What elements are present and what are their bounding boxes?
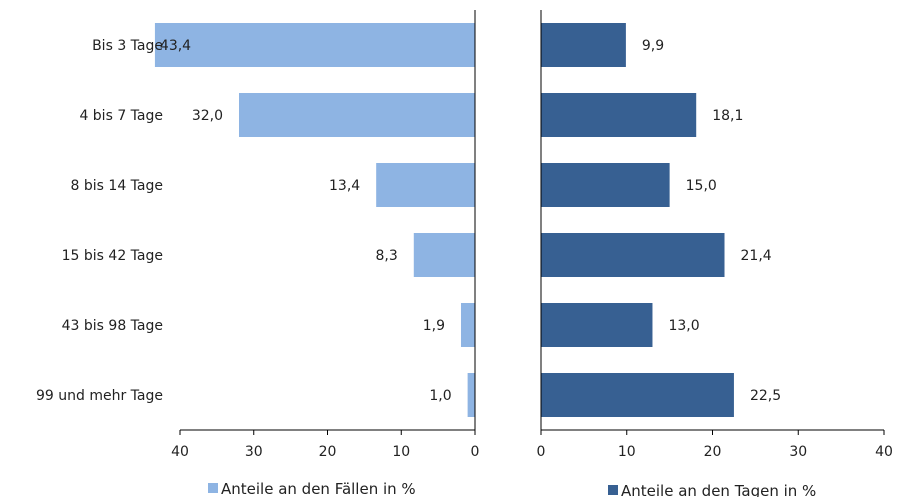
bar-tage-2 bbox=[541, 163, 670, 207]
category-label-0: Bis 3 Tage bbox=[92, 38, 163, 54]
data-label-faelle-1: 32,0 bbox=[192, 108, 223, 124]
data-label-faelle-5: 1,0 bbox=[429, 388, 451, 404]
left-tick-label-4: 0 bbox=[471, 444, 480, 460]
legend: Anteile an den Fällen in % Anteile an de… bbox=[208, 480, 816, 497]
right-tick-label-0: 0 bbox=[537, 444, 546, 460]
left-tick-label-0: 40 bbox=[171, 444, 189, 460]
data-label-tage-3: 21,4 bbox=[741, 248, 772, 264]
data-labels: 43,4 9,9 32,0 18,1 13,4 15,0 8,3 21,4 1,9 13,0 1,0… bbox=[160, 38, 781, 404]
category-label-5: 99 und mehr Tage bbox=[36, 388, 163, 404]
data-label-faelle-0: 43,4 bbox=[160, 38, 191, 54]
bar-faelle-2 bbox=[376, 163, 475, 207]
data-label-faelle-3: 8,3 bbox=[376, 248, 398, 264]
bar-faelle-0 bbox=[154, 23, 476, 67]
bar-tage-0 bbox=[541, 23, 626, 67]
right-tick-label-3: 30 bbox=[789, 444, 807, 460]
bar-faelle-1 bbox=[239, 93, 475, 137]
bar-faelle-4 bbox=[460, 303, 475, 347]
legend-label-faelle: Anteile an den Fällen in % bbox=[221, 480, 416, 497]
bar-tage-4 bbox=[541, 303, 653, 347]
data-label-tage-1: 18,1 bbox=[712, 108, 743, 124]
right-tick-label-4: 40 bbox=[875, 444, 893, 460]
data-label-faelle-2: 13,4 bbox=[329, 178, 360, 194]
legend-swatch-faelle bbox=[208, 483, 218, 493]
bar-tage-1 bbox=[541, 93, 697, 137]
legend-label-tage: Anteile an den Tagen in % bbox=[621, 482, 816, 497]
legend-swatch-tage bbox=[608, 485, 618, 495]
data-label-tage-0: 9,9 bbox=[642, 38, 664, 54]
data-label-tage-5: 22,5 bbox=[750, 388, 781, 404]
right-tick-label-2: 20 bbox=[704, 444, 722, 460]
category-label-3: 15 bis 42 Tage bbox=[62, 248, 163, 264]
bar-tage-5 bbox=[541, 373, 734, 417]
right-tick-label-1: 10 bbox=[618, 444, 636, 460]
left-tick-label-2: 20 bbox=[319, 444, 337, 460]
category-labels: Bis 3 Tage 4 bis 7 Tage 8 bis 14 Tage 15 bi… bbox=[36, 38, 163, 404]
bar-faelle-5 bbox=[467, 373, 475, 417]
left-tick-label-1: 30 bbox=[245, 444, 263, 460]
left-bars bbox=[154, 23, 476, 417]
bar-faelle-3 bbox=[413, 233, 475, 277]
data-label-faelle-4: 1,9 bbox=[423, 318, 445, 334]
right-bars bbox=[541, 23, 734, 417]
category-label-1: 4 bis 7 Tage bbox=[79, 108, 163, 124]
left-tick-label-3: 10 bbox=[392, 444, 410, 460]
category-label-4: 43 bis 98 Tage bbox=[62, 318, 163, 334]
data-label-tage-2: 15,0 bbox=[686, 178, 717, 194]
bar-tage-3 bbox=[541, 233, 725, 277]
category-label-2: 8 bis 14 Tage bbox=[71, 178, 163, 194]
axes: 40 30 20 10 0 0 10 20 30 40 bbox=[171, 10, 893, 460]
data-label-tage-4: 13,0 bbox=[668, 318, 699, 334]
